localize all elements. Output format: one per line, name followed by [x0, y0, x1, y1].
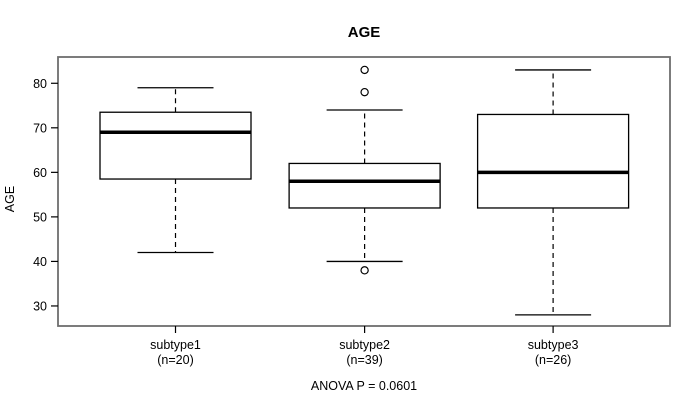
x-category-label: subtype3	[528, 338, 579, 352]
iqr-box	[99, 111, 252, 180]
iqr-box	[476, 113, 630, 209]
x-category-n-label: (n=26)	[535, 353, 571, 367]
anova-annotation: ANOVA P = 0.0601	[311, 379, 417, 393]
y-tick-label: 30	[33, 299, 47, 313]
x-category-label: subtype1	[150, 338, 201, 352]
iqr-box	[288, 162, 441, 209]
y-tick-label: 40	[33, 255, 47, 269]
plot-content: 30 40 50 60 70 80 subtype1(n=20) subtype2(n=39)…	[33, 65, 630, 367]
plot-border	[57, 56, 671, 327]
y-tick-label: 60	[33, 166, 47, 180]
y-tick-label: 50	[33, 210, 47, 224]
outlier-point	[360, 266, 369, 275]
y-axis-label: AGE	[3, 186, 17, 212]
x-category-n-label: (n=20)	[157, 353, 193, 367]
x-category-label: subtype2	[339, 338, 390, 352]
outlier-point	[360, 87, 369, 97]
y-tick-label: 70	[33, 121, 47, 135]
x-category-n-label: (n=39)	[346, 353, 382, 367]
chart-title: AGE	[348, 24, 381, 41]
y-tick-label: 80	[33, 77, 47, 91]
outlier-point	[360, 65, 369, 75]
